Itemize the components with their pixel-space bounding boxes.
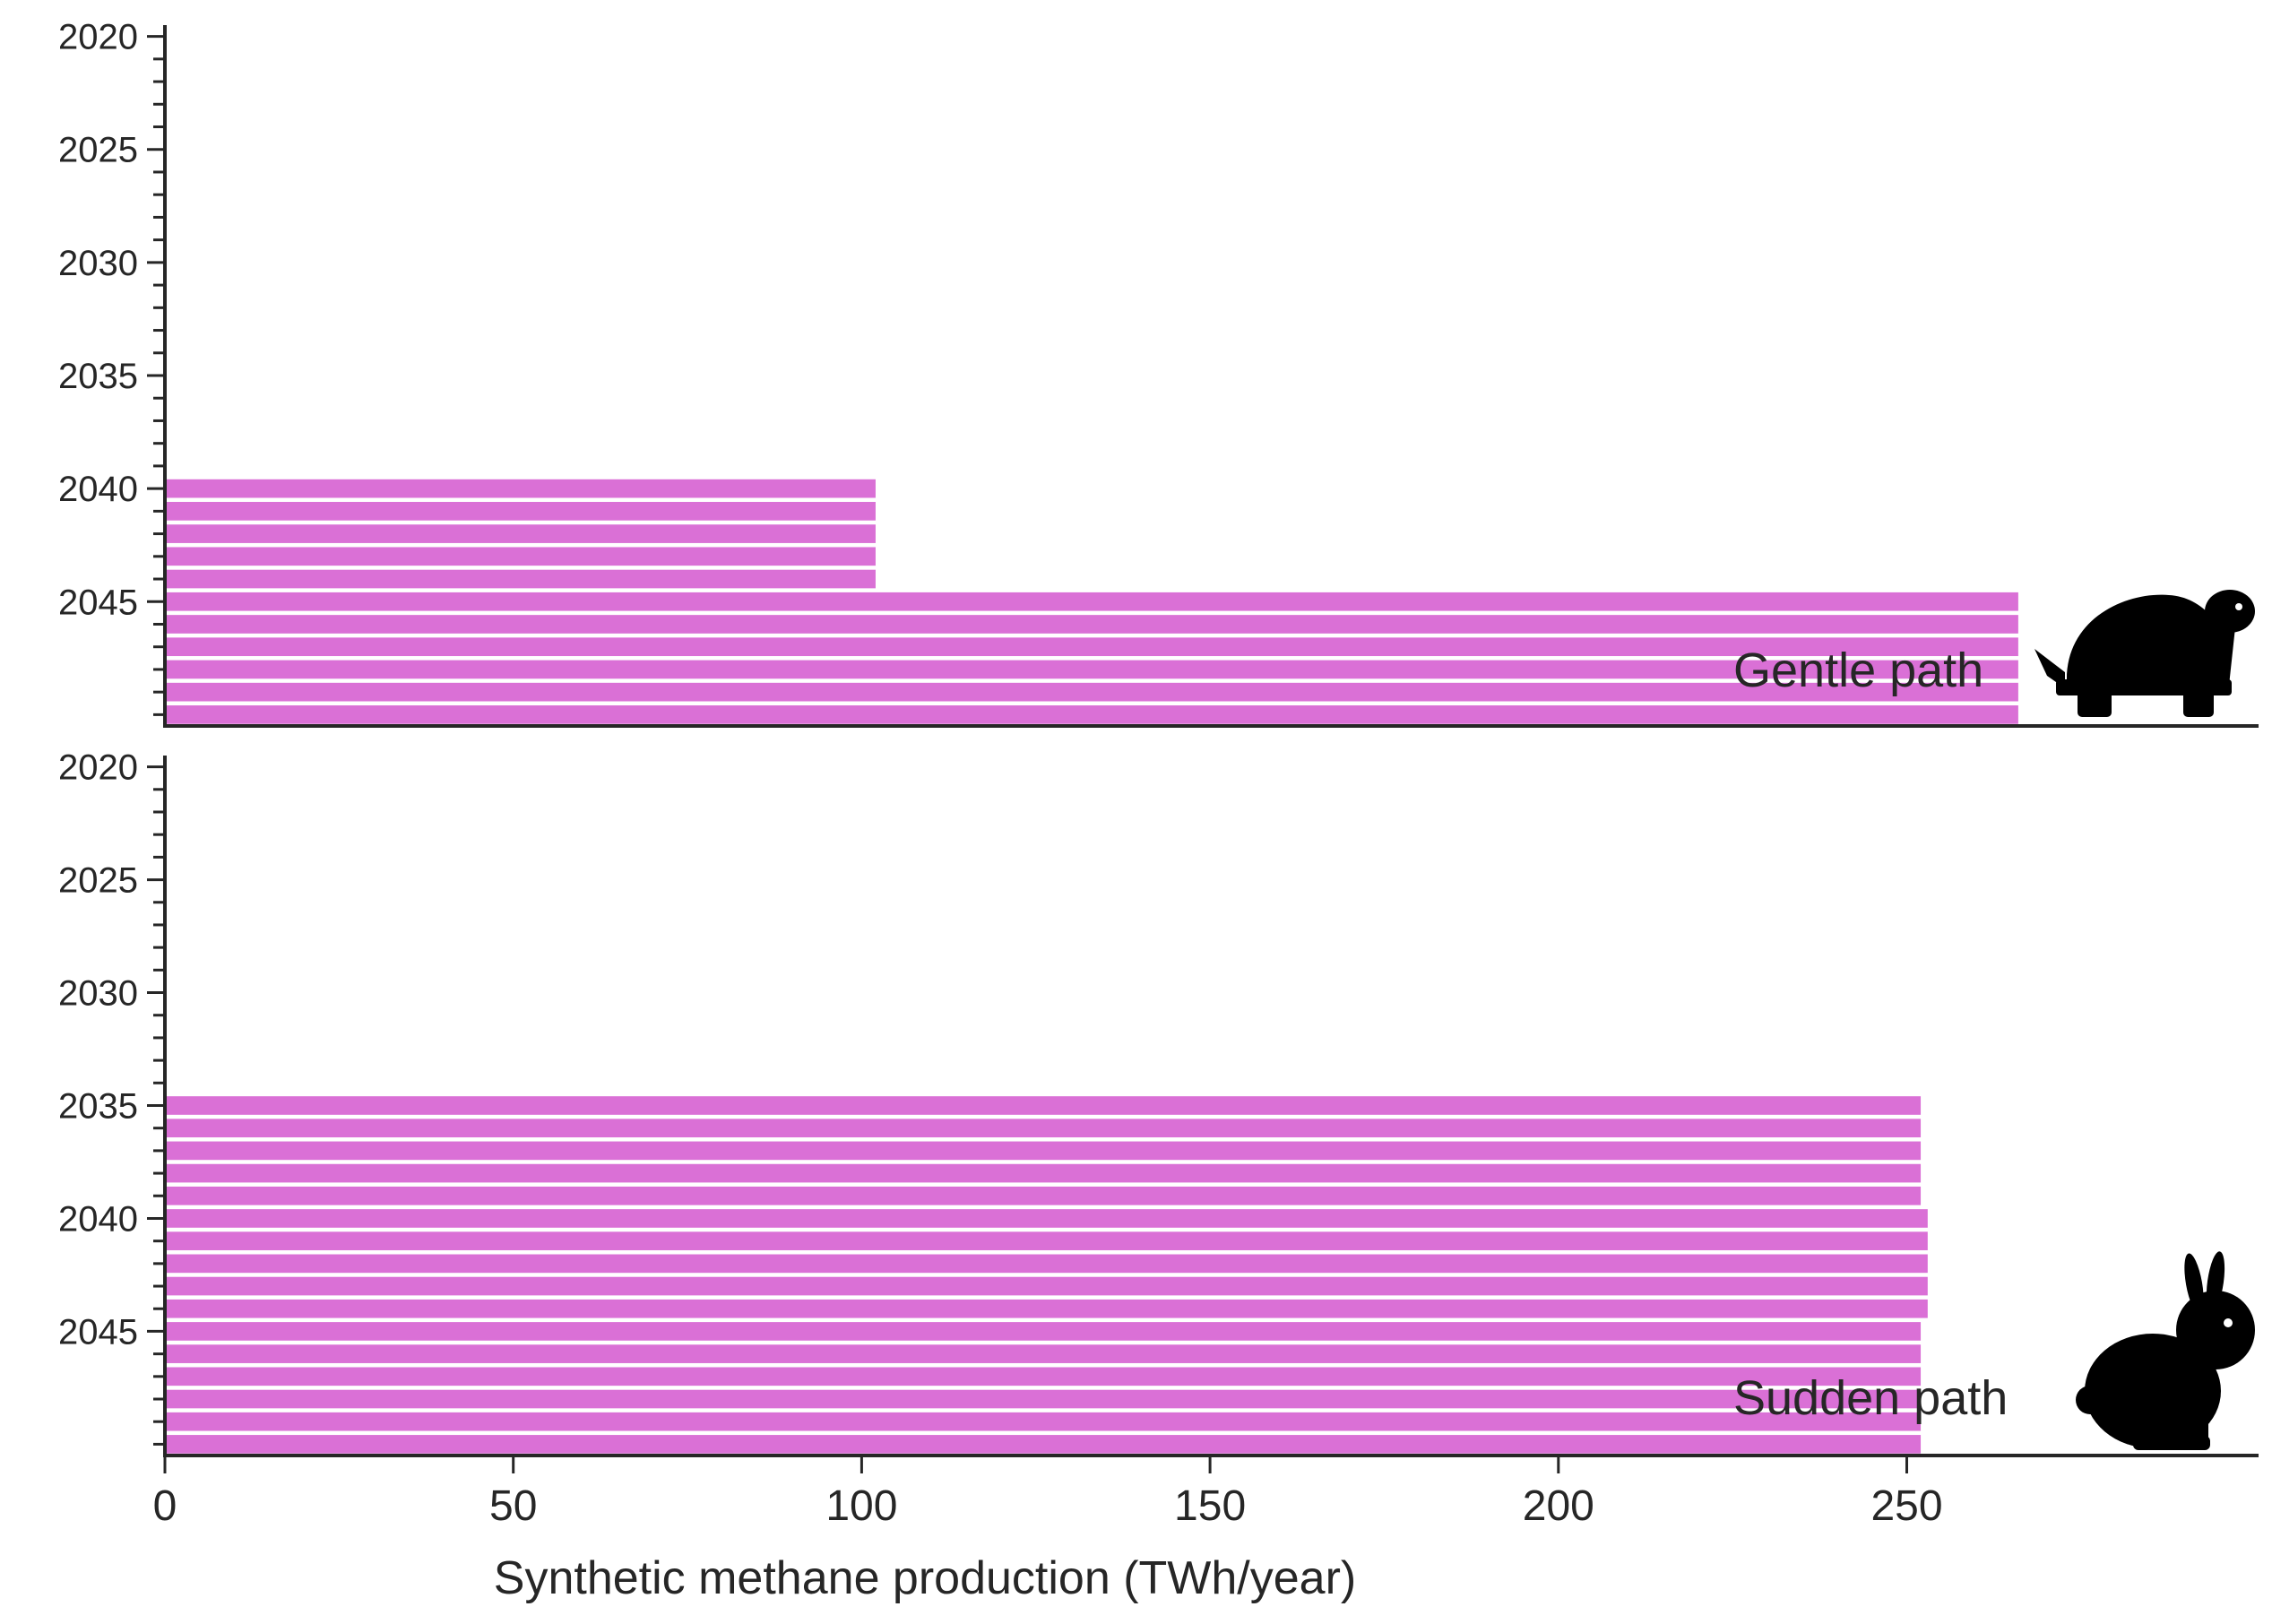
bar-sudden-2047 bbox=[165, 1367, 1922, 1386]
panel-gentle-path: 2020 2025 2030 2035 2040 2045 Gentle path bbox=[58, 18, 2259, 728]
bar-sudden-2049 bbox=[165, 1412, 1922, 1431]
bar-sudden-2050 bbox=[165, 1435, 1922, 1454]
bar-gentle-2045 bbox=[165, 592, 2018, 611]
y-tick-label: 2045 bbox=[58, 583, 138, 622]
bar-gentle-2040 bbox=[165, 479, 876, 498]
bar-sudden-2046 bbox=[165, 1344, 1922, 1363]
y-tick-label: 2030 bbox=[58, 974, 138, 1014]
bar-sudden-2042 bbox=[165, 1254, 1928, 1274]
bar-sudden-2041 bbox=[165, 1231, 1928, 1250]
y-tick-label: 2025 bbox=[58, 131, 138, 170]
bar-gentle-2041 bbox=[165, 502, 876, 521]
bar-gentle-2047 bbox=[165, 637, 2018, 657]
bar-sudden-2045 bbox=[165, 1322, 1922, 1341]
x-axis: 0 50 100 150 200 250 bbox=[153, 1456, 1943, 1530]
bar-sudden-2035 bbox=[165, 1096, 1922, 1115]
bar-sudden-2039 bbox=[165, 1186, 1922, 1205]
x-tick-label: 100 bbox=[825, 1482, 897, 1530]
bar-gentle-2042 bbox=[165, 524, 876, 543]
y-tick-label: 2030 bbox=[58, 244, 138, 283]
y-tick-label: 2020 bbox=[58, 18, 138, 57]
x-tick-label: 0 bbox=[153, 1482, 177, 1530]
x-tick-label: 250 bbox=[1870, 1482, 1942, 1530]
y-tick-label: 2040 bbox=[58, 470, 138, 509]
x-tick-label: 200 bbox=[1523, 1482, 1594, 1530]
rabbit-icon bbox=[2076, 1251, 2255, 1450]
bar-sudden-2037 bbox=[165, 1141, 1922, 1161]
y-tick-label: 2035 bbox=[58, 1087, 138, 1127]
y-axis-sudden: 2020 2025 2030 2035 2040 2045 bbox=[58, 748, 2259, 1457]
x-axis-title: Synthetic methane production (TWh/year) bbox=[494, 1552, 1356, 1604]
bar-sudden-2048 bbox=[165, 1389, 1922, 1409]
bar-gentle-2048 bbox=[165, 660, 2018, 679]
y-tick-label: 2045 bbox=[58, 1312, 138, 1352]
y-axis-gentle: 2020 2025 2030 2035 2040 2045 bbox=[58, 18, 2259, 728]
panel-sudden-path: 2020 2025 2030 2035 2040 2045 Sudden path bbox=[58, 748, 2259, 1457]
bar-sudden-2038 bbox=[165, 1163, 1922, 1183]
bar-gentle-2049 bbox=[165, 682, 2018, 702]
y-tick-label: 2020 bbox=[58, 748, 138, 788]
bar-sudden-2036 bbox=[165, 1119, 1922, 1138]
bar-sudden-2043 bbox=[165, 1276, 1928, 1296]
y-tick-label: 2035 bbox=[58, 357, 138, 396]
turtle-icon bbox=[2034, 590, 2255, 717]
panel-label-sudden: Sudden path bbox=[1733, 1371, 2008, 1425]
bar-gentle-2046 bbox=[165, 615, 2018, 634]
bar-gentle-2050 bbox=[165, 705, 2018, 724]
y-tick-label: 2040 bbox=[58, 1199, 138, 1239]
bar-gentle-2044 bbox=[165, 569, 876, 589]
bar-sudden-2040 bbox=[165, 1209, 1928, 1228]
bar-gentle-2043 bbox=[165, 547, 876, 566]
y-tick-label: 2025 bbox=[58, 861, 138, 901]
x-tick-label: 150 bbox=[1174, 1482, 1246, 1530]
bar-sudden-2044 bbox=[165, 1299, 1928, 1318]
panel-label-gentle: Gentle path bbox=[1733, 644, 1983, 697]
x-tick-label: 50 bbox=[489, 1482, 537, 1530]
